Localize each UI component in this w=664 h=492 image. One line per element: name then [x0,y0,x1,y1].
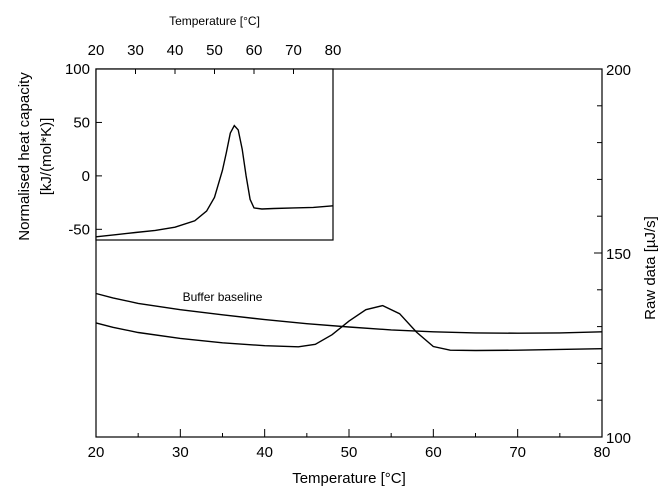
inset-plot-frame [95,68,334,241]
x-tick-label: 80 [594,444,611,461]
heat-capacity-line [95,124,334,238]
inset-x-tick-label: 80 [325,42,342,59]
inset-x-axis-label: Temperature [°C] [169,14,260,28]
inset-x-tick-label: 60 [246,42,263,59]
sample-line [95,304,603,352]
y-tick-label: 200 [606,62,631,79]
annotation-label: Buffer baseline [183,290,263,304]
inset-y-axis-label: Normalised heat capacity [kJ/(mol*K)] [16,72,55,241]
x-tick-label: 40 [256,444,273,461]
x-tick-label: 60 [425,444,442,461]
y-tick-label: 150 [606,246,631,263]
inset-chart: 20 30 40 50 60 70 80 Temperature [°C] -50 0 50 100 N… [16,14,341,241]
inset-x-tick-label: 30 [127,42,144,59]
inset-y-tick-label: 50 [73,114,90,131]
x-axis-label: Temperature [°C] [292,470,406,487]
y-axis-label: Raw data [µJ/s] [642,216,659,320]
inset-x-tick-label: 50 [206,42,223,59]
buffer-baseline-line [95,292,603,334]
inset-y-axis-label-line: Normalised heat capacity [16,72,33,241]
y-tick-label: 100 [606,430,631,447]
inset-y-tick-label: 100 [65,61,90,78]
x-tick-label: 20 [88,444,105,461]
inset-y-tick-label: -50 [68,221,90,238]
x-tick-label: 70 [509,444,526,461]
inset-x-tick-label: 40 [167,42,184,59]
inset-x-tick-label: 70 [285,42,302,59]
x-tick-label: 30 [172,444,189,461]
inset-y-tick-label: 0 [82,168,90,185]
x-tick-label: 50 [341,444,358,461]
inset-y-axis-label-line: [kJ/(mol*K)] [38,118,55,196]
inset-x-tick-label: 20 [88,42,105,59]
